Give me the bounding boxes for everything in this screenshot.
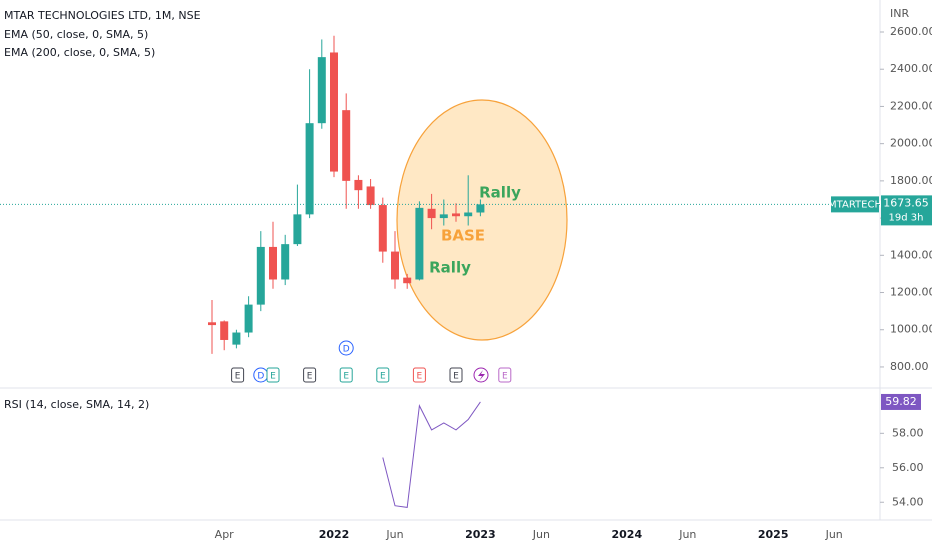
split-icon: [473, 367, 489, 383]
symbol-box: [831, 196, 879, 213]
x-tick-label: 2022: [319, 528, 350, 541]
highlight-ellipse: [396, 99, 568, 341]
y-tick-label: 1000.00: [890, 323, 932, 336]
y-tick-label: 2200.00: [890, 99, 932, 112]
y-tick-label: 2000.00: [890, 137, 932, 150]
candle-body: [256, 246, 265, 305]
candle-body: [220, 321, 229, 340]
candle-body: [391, 251, 399, 280]
y-tick-label: 2400.00: [890, 62, 932, 75]
y-tick-label: 1400.00: [890, 248, 932, 261]
x-tick-label: 2024: [611, 528, 642, 541]
candle-body: [366, 186, 375, 206]
y-tick-label: 58.00: [892, 426, 924, 439]
split-icon-bolt: [478, 370, 485, 381]
y-tick-label: 56.00: [892, 461, 924, 474]
x-tick-label: Jun: [532, 528, 550, 541]
x-tick-label: 2025: [758, 528, 789, 541]
event-label: D: [343, 345, 350, 355]
x-tick-label: Jun: [678, 528, 696, 541]
event-label: E: [307, 372, 313, 382]
candle-body: [293, 214, 302, 245]
event-label: E: [343, 372, 349, 382]
candle-body: [342, 110, 351, 181]
candle-body: [317, 57, 326, 124]
currency-label: INR: [890, 7, 909, 20]
last-price-label: 1673.65: [883, 196, 929, 209]
candle-body: [427, 208, 436, 219]
candle-body: [378, 205, 387, 252]
event-icon: [339, 367, 353, 383]
event-label: E: [235, 372, 241, 382]
y-tick-label: 1200.00: [890, 286, 932, 299]
y-tick-label: 800.00: [890, 360, 929, 373]
candle-body: [232, 332, 241, 345]
event-label: E: [417, 372, 423, 382]
event-icon: [449, 367, 463, 383]
candle-body: [415, 207, 424, 280]
event-label: D: [257, 372, 264, 382]
event-label: E: [380, 372, 386, 382]
price-box: [881, 195, 932, 226]
candle-body: [403, 277, 412, 284]
event-icon: [266, 367, 280, 383]
candle-body: [208, 322, 216, 326]
candle-body: [354, 179, 363, 191]
event-label: E: [502, 372, 508, 382]
x-tick-label: Jun: [825, 528, 843, 541]
candle-body: [269, 246, 277, 280]
annotation: BASE: [441, 227, 485, 245]
rsi-value-label: 59.82: [885, 395, 917, 408]
event-label: E: [270, 372, 276, 382]
candle-body: [439, 214, 448, 219]
event-icon: [338, 340, 354, 356]
rsi-value-box: [881, 393, 921, 410]
event-label: E: [453, 372, 459, 382]
event-icon: [376, 367, 390, 383]
rsi-label: RSI (14, close, SMA, 14, 2): [4, 398, 149, 411]
indicator-label: EMA (50, close, 0, SMA, 5): [4, 28, 148, 41]
countdown-label: 19d 3h: [889, 212, 924, 223]
candle-body: [464, 212, 473, 217]
symbol-label: MTARTECH: [828, 199, 882, 210]
y-tick-label: 2600.00: [890, 25, 932, 38]
y-tick-label: 54.00: [892, 495, 924, 508]
candle-body: [452, 213, 460, 217]
candle-body: [330, 52, 338, 172]
indicator-label: EMA (200, close, 0, SMA, 5): [4, 46, 155, 59]
candle-body: [244, 304, 253, 333]
event-icon: [498, 367, 512, 383]
annotation: Rally: [429, 259, 471, 277]
y-tick-label: 1800.00: [890, 174, 932, 187]
x-tick-label: Apr: [215, 528, 235, 541]
candle-body: [476, 204, 485, 213]
rsi-line: [382, 401, 481, 508]
event-icon: [231, 367, 245, 383]
candle-body: [305, 123, 314, 215]
annotation: Rally: [479, 184, 521, 202]
event-icon: [412, 367, 426, 383]
candle-body: [281, 244, 290, 280]
event-icon: [303, 367, 317, 383]
x-tick-label: 2023: [465, 528, 496, 541]
chart-title: MTAR TECHNOLOGIES LTD, 1M, NSE: [4, 9, 201, 22]
x-tick-label: Jun: [385, 528, 403, 541]
